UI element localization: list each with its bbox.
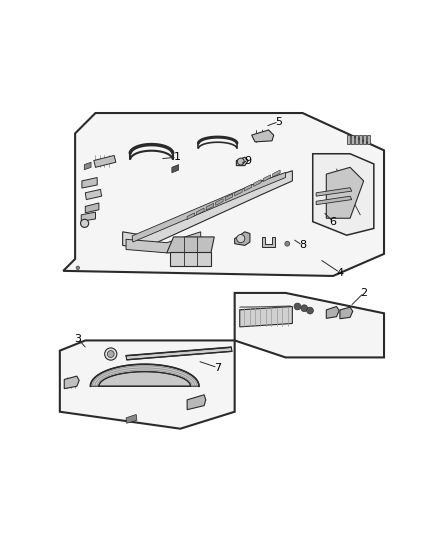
Polygon shape <box>240 313 291 314</box>
Circle shape <box>81 219 88 228</box>
Polygon shape <box>187 213 194 220</box>
Polygon shape <box>363 135 366 143</box>
Polygon shape <box>94 156 116 167</box>
Polygon shape <box>244 184 251 191</box>
Polygon shape <box>235 189 242 196</box>
Polygon shape <box>126 232 201 253</box>
Polygon shape <box>240 322 291 324</box>
Circle shape <box>285 241 290 246</box>
Polygon shape <box>90 364 199 386</box>
Polygon shape <box>240 318 291 319</box>
Polygon shape <box>351 135 354 143</box>
Polygon shape <box>126 347 232 360</box>
Polygon shape <box>64 376 79 389</box>
Polygon shape <box>240 308 291 310</box>
Polygon shape <box>355 135 358 143</box>
Polygon shape <box>63 113 384 276</box>
Polygon shape <box>273 170 280 177</box>
Polygon shape <box>326 167 364 218</box>
Polygon shape <box>313 154 374 235</box>
Polygon shape <box>263 175 271 182</box>
Polygon shape <box>251 130 274 142</box>
Polygon shape <box>359 135 362 143</box>
Polygon shape <box>170 252 211 266</box>
Polygon shape <box>316 188 352 196</box>
Text: 1: 1 <box>173 152 180 162</box>
Polygon shape <box>262 237 276 247</box>
Text: 2: 2 <box>360 288 367 298</box>
Polygon shape <box>167 237 214 253</box>
Polygon shape <box>215 199 223 205</box>
Text: 8: 8 <box>299 240 306 251</box>
Polygon shape <box>240 311 291 312</box>
Polygon shape <box>254 180 261 187</box>
Polygon shape <box>81 212 95 221</box>
Polygon shape <box>126 415 137 423</box>
Polygon shape <box>326 306 339 318</box>
Polygon shape <box>340 307 353 319</box>
Polygon shape <box>316 196 352 205</box>
Circle shape <box>237 235 245 243</box>
Polygon shape <box>367 135 370 143</box>
Polygon shape <box>235 232 250 245</box>
Text: 7: 7 <box>214 362 221 373</box>
Polygon shape <box>235 293 384 358</box>
Polygon shape <box>123 171 293 249</box>
Polygon shape <box>85 189 102 199</box>
Polygon shape <box>187 395 206 410</box>
Circle shape <box>307 307 314 314</box>
Text: 4: 4 <box>336 268 343 278</box>
Polygon shape <box>225 194 233 200</box>
Text: 5: 5 <box>276 117 282 126</box>
Text: 3: 3 <box>74 334 81 344</box>
Text: 9: 9 <box>245 156 252 166</box>
Polygon shape <box>346 135 350 143</box>
Polygon shape <box>240 306 293 327</box>
Text: 6: 6 <box>330 216 336 227</box>
Polygon shape <box>84 162 91 169</box>
Circle shape <box>105 348 117 360</box>
Polygon shape <box>60 341 235 429</box>
Polygon shape <box>132 172 286 242</box>
Polygon shape <box>85 203 99 213</box>
Polygon shape <box>197 208 204 215</box>
Polygon shape <box>172 165 179 173</box>
Polygon shape <box>82 177 97 188</box>
Circle shape <box>301 305 307 312</box>
Polygon shape <box>240 320 291 322</box>
Circle shape <box>294 303 301 310</box>
Polygon shape <box>240 306 291 308</box>
Polygon shape <box>206 203 214 210</box>
Polygon shape <box>237 157 248 166</box>
Circle shape <box>76 266 80 270</box>
Polygon shape <box>240 316 291 317</box>
Circle shape <box>237 158 244 165</box>
Circle shape <box>107 351 114 358</box>
